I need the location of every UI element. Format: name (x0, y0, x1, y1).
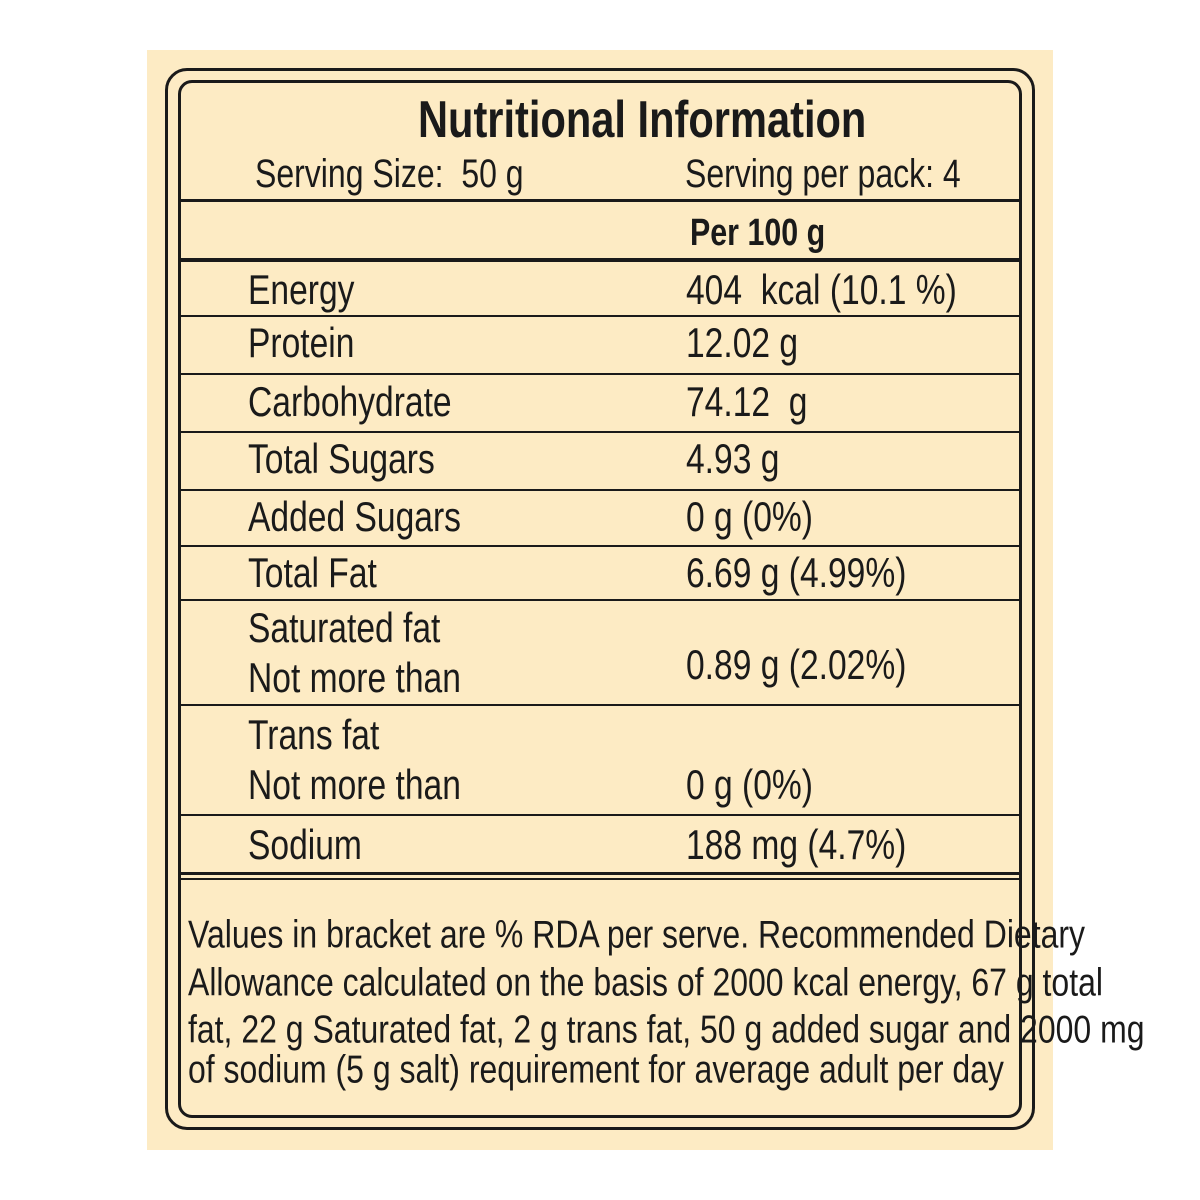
row-value: 74.12 g (686, 378, 808, 425)
row-name: Not more than (248, 654, 461, 701)
divider (178, 199, 1022, 202)
row-name: Not more than (248, 761, 461, 808)
divider (178, 258, 1022, 262)
divider (178, 545, 1022, 547)
row-value: 0.89 g (2.02%) (686, 641, 907, 688)
row-value: 0 g (0%) (686, 761, 813, 808)
divider (178, 872, 1022, 875)
row-name: Sodium (248, 821, 362, 868)
row-name: Energy (248, 266, 355, 313)
divider (178, 315, 1022, 317)
divider (178, 489, 1022, 491)
divider (178, 878, 1022, 880)
row-value: 4.93 g (686, 435, 780, 482)
title: Nutritional Information (418, 91, 867, 149)
outer-border (165, 68, 1035, 1130)
servings-per-pack: Serving per pack: 4 (685, 152, 961, 196)
row-value: 188 mg (4.7%) (686, 821, 907, 868)
footnote-line: Values in bracket are % RDA per serve. R… (188, 913, 1086, 957)
row-name: Saturated fat (248, 604, 441, 651)
footnote-line: fat, 22 g Saturated fat, 2 g trans fat, … (188, 1008, 1145, 1052)
divider (178, 373, 1022, 375)
divider (178, 431, 1022, 433)
row-name: Protein (248, 319, 355, 366)
divider (178, 704, 1022, 706)
footnote-line: Allowance calculated on the basis of 200… (188, 961, 1103, 1005)
divider (178, 599, 1022, 601)
footnote-line: of sodium (5 g salt) requirement for ave… (188, 1048, 1004, 1092)
column-header: Per 100 g (690, 212, 826, 254)
serving-size: Serving Size: 50 g (255, 152, 524, 196)
row-name: Carbohydrate (248, 378, 452, 425)
row-name: Total Sugars (248, 435, 435, 482)
row-name: Trans fat (248, 711, 380, 758)
row-name: Added Sugars (248, 493, 461, 540)
row-value: 12.02 g (686, 319, 799, 366)
row-name: Total Fat (248, 549, 377, 596)
divider (178, 814, 1022, 816)
row-value: 0 g (0%) (686, 493, 813, 540)
row-value: 404 kcal (10.1 %) (686, 266, 957, 313)
row-value: 6.69 g (4.99%) (686, 549, 907, 596)
